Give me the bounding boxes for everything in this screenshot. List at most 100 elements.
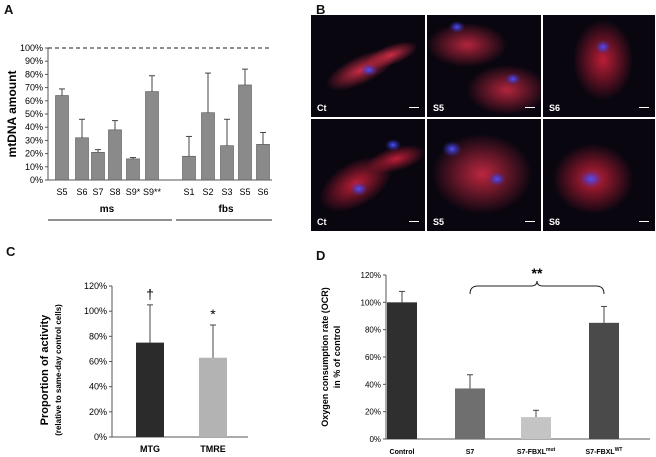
y-tick-label: 100% [361,298,381,307]
x-tick-label: S6 [76,187,87,197]
y-tick-label: 0% [94,432,107,442]
x-tick-label: S7 [92,187,103,197]
panel-letter-c: C [6,244,16,259]
micrograph-label: S6 [549,103,561,113]
micrograph-label: S5 [433,217,445,227]
y-tick-label: 30% [25,135,43,145]
x-tick-label: S2 [202,187,213,197]
y-tick-label: 60% [365,353,381,362]
y-axis-sublabel: (relative to same-day control cells) [54,304,63,436]
significance-marker: † [146,286,154,302]
y-tick-label: 20% [25,149,43,159]
cell-stain-image [432,134,532,214]
x-tick-label: S7-FBXLmut [517,447,556,456]
y-tick-label: 100% [20,43,43,53]
scale-bar [639,220,649,222]
significance-bracket [469,280,605,295]
bar [182,155,196,181]
x-tick-label: S9* [126,187,141,197]
y-tick-label: 90% [25,56,43,66]
x-tick-label: S8 [109,187,120,197]
micrograph-label: S6 [549,217,561,227]
cell-stain-image [553,144,633,214]
cell-stain-image [573,20,633,100]
y-tick-label: 80% [25,69,43,79]
y-tick-label: 50% [25,109,43,119]
bar [126,158,140,181]
x-tick-superscript: mut [546,447,556,453]
y-tick-label: 120% [84,281,107,291]
micrograph-s6-bottom: S6 [542,118,656,232]
ocr-bar-chart: 0% 20% 40% 60% 80% 100% 120% Oxygen consumption… [320,265,650,456]
scale-bar [525,106,535,108]
panel-letter-d: D [316,248,326,263]
micrograph-label: Ct [317,103,327,113]
x-tick-label: S5 [239,187,250,197]
y-tick-label: 60% [89,357,107,367]
cell-stain-image [427,21,541,115]
scale-bar [409,106,419,108]
bar [256,144,270,181]
bar [91,151,105,181]
x-tick-label: S9** [143,187,162,197]
x-tick-label: MTG [140,444,160,454]
cell-stain-image [326,41,418,91]
bar [455,388,485,439]
cell-stain-image [319,139,425,212]
mtdna-bar-chart: 0% 10% 20% 30% 40% 50% 60% 70% 80% 90% 100% mtDNA a… [5,43,272,221]
y-tick-label: 40% [365,380,381,389]
y-axis-label: mtDNA amount [5,71,19,158]
micrograph-ct-top: Ct [310,14,426,118]
activity-bar-chart: 0% 20% 40% 60% 80% 100% 120% Proportion of acti… [39,281,248,454]
panel-letter-b: B [316,2,326,17]
micrograph-s5-top: S5 [426,14,542,118]
y-tick-label: 120% [361,271,381,280]
y-tick-label: 0% [369,435,381,444]
y-tick-label: 20% [365,408,381,417]
significance-marker: * [210,306,216,322]
panel-letter-a: A [4,2,14,17]
x-tick-superscript: WT [615,447,623,453]
y-tick-label: 10% [25,162,43,172]
scale-bar [409,220,419,222]
x-tick-label: S1 [183,187,194,197]
x-tick-label: S3 [221,187,232,197]
bar [521,417,551,439]
x-tick-label: Control [390,449,415,456]
bar [136,342,164,437]
micrograph-label: S5 [433,103,445,113]
micrograph-label: Ct [317,217,327,227]
y-tick-label: 40% [25,122,43,132]
y-tick-label: 80% [89,331,107,341]
scale-bar [639,106,649,108]
y-tick-label: 0% [30,175,43,185]
y-axis-label: Proportion of activity [39,314,51,426]
bar [387,302,417,439]
y-tick-label: 80% [365,326,381,335]
bar [199,357,227,437]
x-tick-label: TMRE [200,444,226,454]
x-tick-label: S6 [257,187,268,197]
y-tick-label: 40% [89,382,107,392]
y-axis-label: Oxygen consumption rate (OCR) [320,287,330,427]
micrograph-ct-bottom: Ct [310,118,426,232]
micrograph-s5-bottom: S5 [426,118,542,232]
group-label: ms [100,204,115,215]
micrograph-s6-top: S6 [542,14,656,118]
bar [589,322,619,439]
y-axis-sublabel: in % of control [332,326,342,389]
bar [55,95,69,181]
scale-bar [525,220,535,222]
group-label: fbs [219,204,234,215]
significance-marker: ** [532,265,543,281]
micrograph-grid: Ct S5 S6 [310,14,656,232]
bar [108,129,122,181]
bar [201,112,215,181]
y-tick-label: 70% [25,83,43,93]
bar [238,84,252,181]
y-tick-label: 60% [25,96,43,106]
y-tick-label: 100% [84,306,107,316]
x-tick-label: S7 [466,449,475,456]
bar [145,91,159,181]
bar [75,137,89,181]
